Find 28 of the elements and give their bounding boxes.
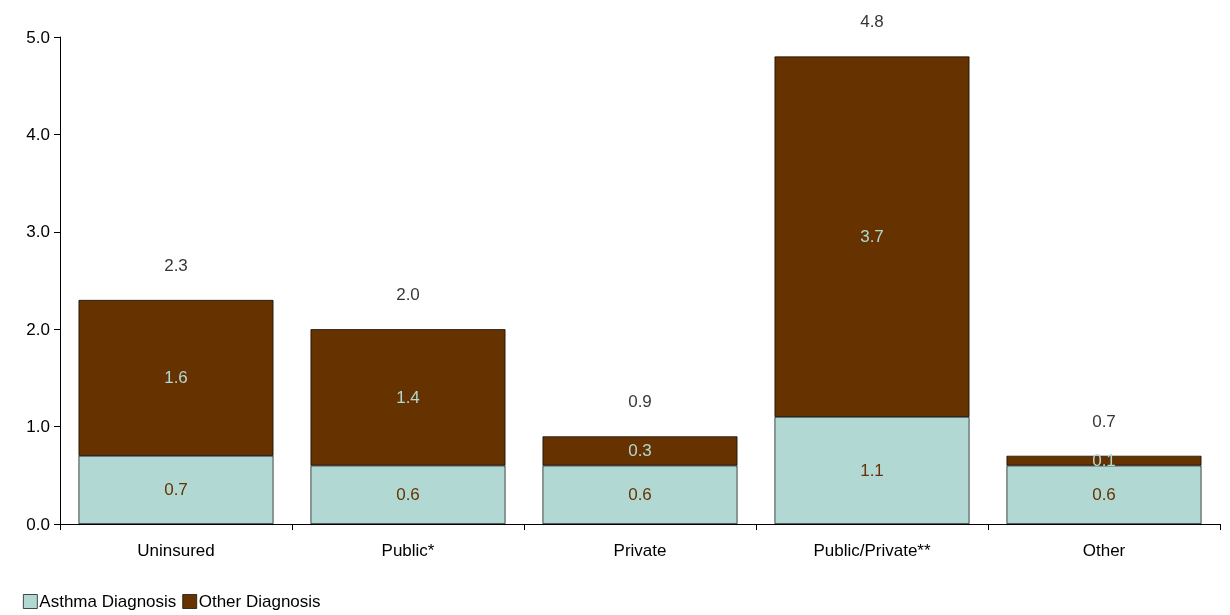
data-label: 3.7 [860,227,884,247]
y-tick-label: 3.0 [26,222,50,242]
data-label: 0.6 [628,485,652,505]
total-label: 2.0 [396,285,420,305]
data-label: 0.6 [1092,485,1116,505]
y-tick-label: 1.0 [26,417,50,437]
data-label: 1.6 [164,368,188,388]
y-tick-label: 5.0 [26,27,50,47]
x-tick-label: Uninsured [137,541,215,560]
legend-label: Asthma Diagnosis [39,592,177,611]
y-tick-label: 4.0 [26,124,50,144]
total-label: 0.7 [1092,411,1116,431]
x-tick-label: Other [1082,541,1126,560]
x-tick-label: Public* [381,541,435,560]
data-label: 0.6 [396,485,420,505]
data-label: 0.3 [628,441,652,461]
total-label: 0.9 [628,392,652,412]
y-tick-label: 0.0 [26,514,50,534]
total-label: 4.8 [860,12,884,32]
x-tick-label: Private [613,541,667,560]
y-tick-label: 2.0 [26,319,50,339]
data-label: 1.1 [860,460,884,480]
legend-label: Other Diagnosis [198,592,321,611]
data-label: 0.1 [1092,451,1116,471]
x-tick-label: Public/Private** [813,541,931,560]
data-label: 0.7 [164,480,188,500]
data-label: 1.4 [396,387,420,407]
total-label: 2.3 [164,255,188,275]
